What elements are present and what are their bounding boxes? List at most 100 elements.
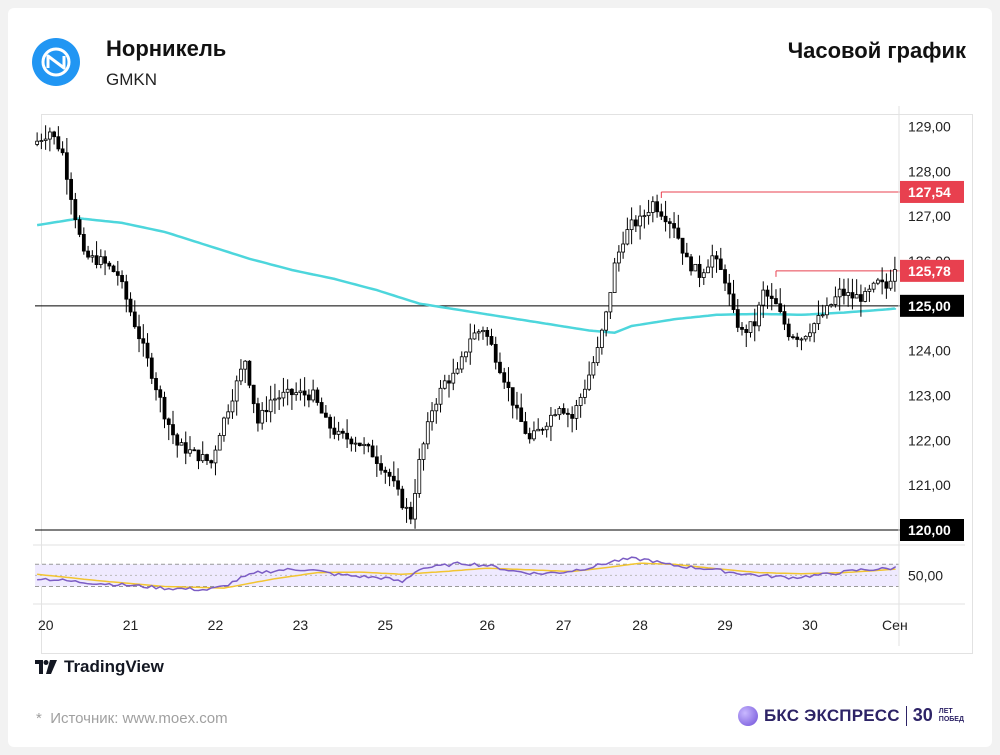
candle-body <box>464 351 468 358</box>
tradingview-icon <box>35 660 57 674</box>
price-tick-label: 127,00 <box>908 208 951 224</box>
candle-body <box>175 434 180 446</box>
candle-body <box>825 305 829 316</box>
candle-body <box>251 384 256 405</box>
anniversary-number: 30 <box>912 705 933 725</box>
candle-body <box>213 449 218 464</box>
candle-body <box>98 256 103 265</box>
candle-body <box>239 368 243 382</box>
candle-body <box>714 255 719 260</box>
candle-body <box>268 399 273 413</box>
candle-body <box>200 454 205 462</box>
candle-body <box>863 291 868 302</box>
candle-body <box>506 381 511 389</box>
candle-body <box>69 178 73 200</box>
candle-body <box>115 271 120 276</box>
candle-body <box>638 215 642 227</box>
candle-body <box>523 421 528 434</box>
price-label-text: 125,78 <box>908 263 951 279</box>
candle-body <box>786 323 791 338</box>
price-label-box <box>900 294 964 317</box>
candle-body <box>757 304 761 327</box>
candle-body <box>544 425 549 431</box>
candle-body <box>472 332 477 340</box>
time-tick-label: 26 <box>479 617 495 633</box>
candle-body <box>498 361 502 374</box>
candle-body <box>676 227 681 239</box>
candle-body <box>332 427 337 435</box>
anniversary-word-2: ПОБЕД <box>938 715 964 723</box>
candle-body <box>723 269 727 284</box>
candle-body <box>540 428 545 431</box>
candle-body <box>166 418 171 425</box>
candle-body <box>748 321 753 333</box>
candle-body <box>557 408 562 416</box>
candle-body <box>846 292 851 296</box>
tradingview-logo[interactable]: TradingView <box>35 657 164 677</box>
candle-body <box>421 443 426 460</box>
candle-body <box>451 372 456 384</box>
candle-body <box>383 469 388 473</box>
candle-body <box>124 281 129 300</box>
candle-body <box>387 471 392 477</box>
candle-body <box>391 475 396 482</box>
nornickel-logo-icon <box>32 38 80 86</box>
candle-body <box>311 389 316 401</box>
candle-body <box>60 148 65 154</box>
candle-body <box>578 396 583 406</box>
brand-divider <box>905 705 907 726</box>
candle-body <box>880 279 885 283</box>
candle-body <box>842 288 846 296</box>
rsi-value-label: 50,00 <box>908 567 943 583</box>
candle-body <box>799 338 804 341</box>
candle-body <box>247 360 252 386</box>
price-label-text: 125,00 <box>908 298 951 314</box>
candle-body <box>111 265 116 273</box>
candle-body <box>35 140 40 145</box>
candle-body <box>73 199 78 221</box>
candle-body <box>374 456 379 464</box>
candle-body <box>871 282 876 290</box>
price-label-box <box>900 180 964 203</box>
candle-body <box>744 329 749 333</box>
candle-body <box>90 255 95 258</box>
candle-body <box>837 288 842 298</box>
candle-body <box>137 326 141 340</box>
candle-body <box>663 215 668 223</box>
candle-body <box>510 387 515 406</box>
candle-body <box>328 416 333 429</box>
candle-body <box>833 296 838 305</box>
candle-body <box>604 311 609 331</box>
candle-body <box>323 412 328 418</box>
candle-body <box>86 250 90 258</box>
candle-body <box>599 329 604 348</box>
candle-body <box>408 506 413 520</box>
candle-body <box>515 404 519 409</box>
candle-body <box>502 372 507 383</box>
candle-body <box>307 394 311 401</box>
bcs-logo-icon <box>738 705 758 726</box>
candle-body <box>260 409 265 424</box>
candle-body <box>349 438 354 445</box>
candle-body <box>319 402 324 414</box>
candle-body <box>434 403 439 412</box>
candle-body <box>595 347 600 364</box>
candle-body <box>285 388 290 393</box>
candle-body <box>132 311 137 328</box>
candle-body <box>583 388 587 398</box>
candle-body <box>689 256 693 272</box>
candle-body <box>158 389 163 398</box>
candle-body <box>680 237 685 254</box>
tradingview-label: TradingView <box>64 657 164 676</box>
candle-body <box>230 400 235 413</box>
candle-body <box>290 388 294 396</box>
candle-body <box>519 407 524 423</box>
chart-type-label: Часовой график <box>787 38 966 63</box>
candle-body <box>196 449 201 462</box>
candle-body <box>693 263 698 272</box>
candle-body <box>340 430 345 434</box>
candle-body <box>226 411 231 419</box>
candle-body <box>81 234 86 252</box>
candle-body <box>447 380 451 384</box>
candle-body <box>192 449 197 452</box>
